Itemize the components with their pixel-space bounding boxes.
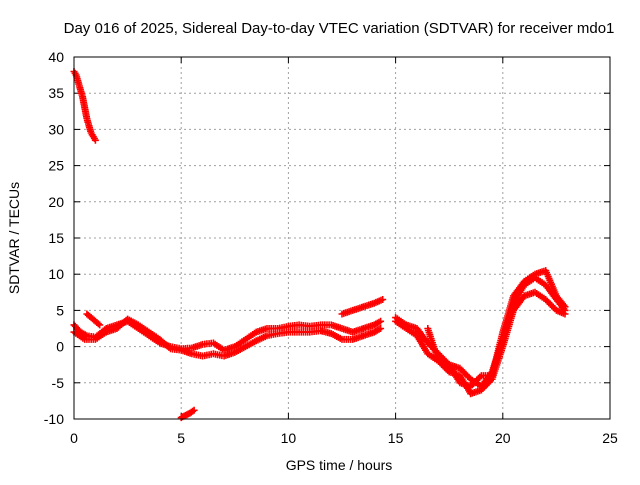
y-tick-label: 30 <box>48 121 64 137</box>
series-night-trace-a <box>392 274 569 390</box>
x-tick-label: 20 <box>495 430 511 446</box>
y-tick-label: 5 <box>56 302 64 318</box>
data-point <box>377 325 385 332</box>
data-point <box>190 406 198 414</box>
x-tick-label: 5 <box>177 430 185 446</box>
y-tick-label: 15 <box>48 230 64 246</box>
plot-frame <box>73 56 611 420</box>
x-tick-label: 0 <box>70 430 78 446</box>
data-point <box>561 310 569 318</box>
x-axis-label: GPS time / hours <box>286 457 393 473</box>
series-late-evening <box>338 296 387 318</box>
data-point <box>379 296 387 303</box>
grid <box>74 57 610 419</box>
y-tick-label: -10 <box>44 411 64 427</box>
y-tick-label: 40 <box>48 49 64 65</box>
data-point <box>96 321 104 329</box>
axis-ticks: 0 5 10 15 20 25 -10 -5 0 5 10 15 20 25 30 35 40 <box>44 49 618 446</box>
data-points <box>70 68 569 422</box>
series-early-high <box>70 68 99 144</box>
series-low-segment <box>177 406 198 422</box>
y-tick-label: 20 <box>48 194 64 210</box>
y-axis-label: SDTVAR / TECUs <box>6 182 22 294</box>
data-point <box>94 320 102 328</box>
y-tick-label: 10 <box>48 266 64 282</box>
data-point <box>189 407 197 415</box>
series-early-bump <box>83 310 104 329</box>
x-tick-label: 10 <box>281 430 297 446</box>
y-tick-label: 25 <box>48 158 64 174</box>
y-tick-label: -5 <box>52 375 65 391</box>
y-tick-label: 35 <box>48 85 64 101</box>
x-tick-label: 25 <box>602 430 618 446</box>
data-point <box>377 317 385 325</box>
x-tick-label: 15 <box>388 430 404 446</box>
y-tick-label: 0 <box>56 339 64 355</box>
series-night-trace-c <box>424 267 569 390</box>
data-point <box>91 136 99 144</box>
data-point <box>561 303 569 311</box>
series-main-trace-b <box>70 315 385 360</box>
chart-title: Day 016 of 2025, Sidereal Day-to-day VTE… <box>64 20 615 37</box>
